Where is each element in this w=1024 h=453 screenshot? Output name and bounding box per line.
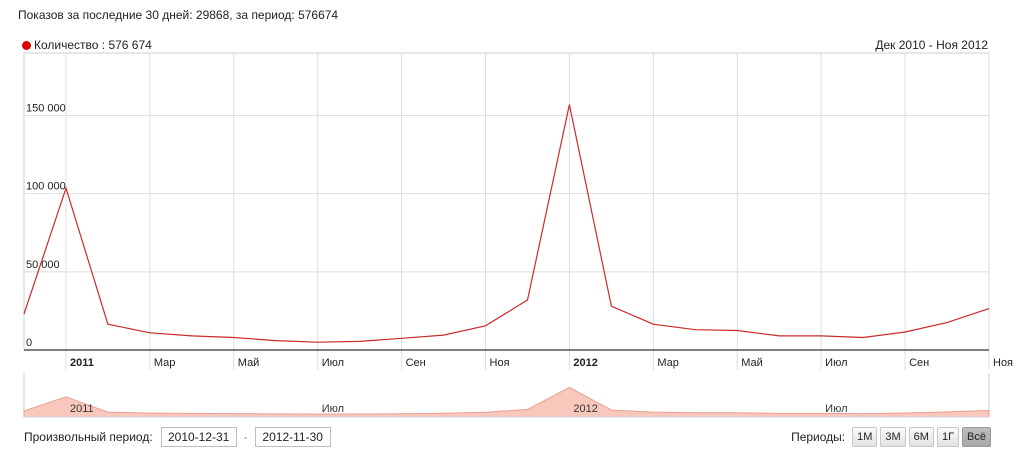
date-range-label: Дек 2010 - Ноя 2012 [875,38,988,52]
legend[interactable]: Количество : 576 674 [22,38,152,52]
period-selector: Периоды: 1М 3М 6М 1Г Всё [791,427,991,447]
series-line [23,104,990,343]
x-tick-label: Сен [909,357,929,369]
x-tick-label: Мар [154,357,176,369]
y-tick-label: 0 [26,337,32,349]
navigator-label: Июл [825,403,847,415]
date-from-input[interactable] [160,427,237,447]
navigator-label: 2012 [573,403,597,415]
period-button-0[interactable]: 1М [852,427,878,447]
custom-range-label: Произвольный период: [24,430,153,444]
x-tick-label: Май [238,357,260,369]
custom-range-picker: Произвольный период: - [24,427,331,447]
range-separator: - [243,430,248,444]
x-tick-label: Июл [322,357,344,369]
x-tick-label: 2012 [573,357,597,369]
plot-area [23,52,990,351]
y-tick-label: 150 000 [26,103,66,115]
legend-dot-icon [22,40,31,50]
x-tick-label: Июл [825,357,847,369]
period-button-4[interactable]: Всё [962,427,991,447]
date-to-input[interactable] [254,427,331,447]
legend-label: Количество : 576 674 [34,38,152,52]
periods-label: Периоды: [791,430,846,444]
summary-text: Показов за последние 30 дней: 29868, за … [18,8,339,22]
x-tick-label: Мар [657,357,679,369]
period-button-2[interactable]: 6М [908,427,934,447]
x-tick-label: Ноя [490,357,510,369]
period-button-1[interactable]: 3М [880,427,906,447]
y-tick-label: 100 000 [26,181,66,193]
navigator-area [23,386,990,418]
navigator-label: Июл [322,403,344,415]
x-tick-label: 2011 [70,357,94,369]
x-tick-label: Ноя [993,357,1013,369]
period-button-3[interactable]: 1Г [936,427,960,447]
x-tick-label: Май [741,357,763,369]
navigator-label: 2011 [70,403,94,415]
x-tick-label: Сен [406,357,426,369]
y-tick-label: 50 000 [26,259,60,271]
